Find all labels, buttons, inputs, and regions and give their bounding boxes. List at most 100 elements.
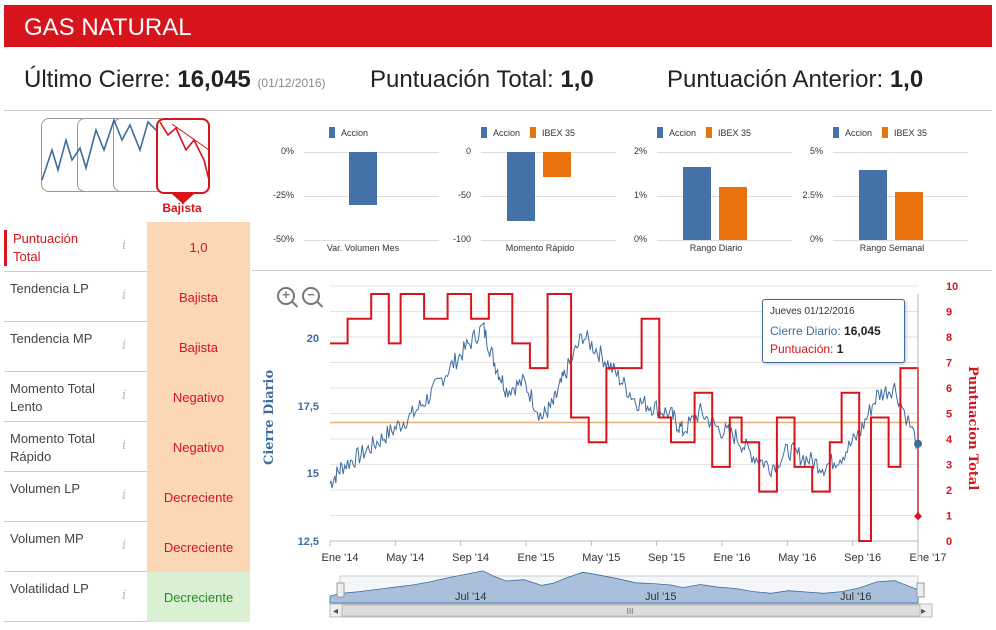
ultimo-cierre-date: (01/12/2016) [257,76,326,90]
zoom-out-icon[interactable]: − [302,287,320,305]
chart-caption: Rango Semanal [859,243,925,253]
info-icon[interactable]: i [122,288,127,303]
y2-tick-label: 0 [946,536,952,548]
zoom-in-icon[interactable]: + [277,287,295,305]
tick-label: 5% [809,146,823,156]
legend-swatch [530,127,537,138]
indicator-label: Tendencia LP [10,281,89,296]
indicator-row: Volatilidad LP i Decreciente [4,572,250,622]
puntuacion-total-label: Puntuación Total: [370,66,554,93]
tooltip-punt-value: 1 [836,342,844,356]
y-axis-title: Cierre Diario [262,369,277,465]
indicator-value: Negativo [147,372,250,422]
y2-tick-label: 8 [946,332,952,344]
legend-swatch [657,127,663,138]
gridline [833,152,968,153]
x-tick-label: May '14 [386,552,424,564]
indicator-row: Momento Total Rápido i Negativo [4,422,250,472]
indicator-value: 1,0 [147,222,250,272]
puntuacion-anterior: Puntuación Anterior: 1,0 [667,66,923,94]
legend-label: IBEX 35 [542,128,576,138]
info-icon[interactable]: i [122,388,127,403]
bar-accion[interactable] [683,167,711,240]
legend-item: Accion [657,127,697,138]
tooltip-cierre: Cierre Diario: 16,045 [770,324,881,338]
marker-puntuacion [914,512,922,521]
indicator-value: Negativo [147,422,250,472]
y-tick-label: 20 [307,333,319,345]
puntuacion-anterior-label: Puntuación Anterior: [667,66,884,93]
tick-label: 2.5% [802,190,823,200]
tooltip-puntuacion: Puntuación: 1 [770,342,843,356]
y2-tick-label: 10 [946,281,958,293]
gridline [481,240,616,241]
info-icon[interactable]: i [122,488,127,503]
tick-label: 0% [809,234,823,244]
series-puntuacion-total[interactable] [330,293,919,542]
indicator-label: Tendencia MP [10,331,93,346]
indicator-label: Momento Total Lento [10,381,96,414]
indicator-label: Volumen LP [10,481,81,496]
info-icon[interactable]: i [122,238,127,253]
legend-label: Accion [845,128,873,138]
tick-label: 0% [280,146,294,156]
x-tick-label: Sep '16 [844,552,881,564]
tick-label: -100 [452,234,471,244]
ultimo-cierre-value: 16,045 [177,66,251,93]
scroll-right-arrow[interactable]: ▸ [921,606,926,617]
chart-caption: Var. Volumen Mes [326,243,400,253]
info-icon[interactable]: i [122,538,127,553]
legend-item: IBEX 35 [882,127,928,138]
indicator-row: Tendencia LP i Bajista [4,272,250,322]
indicator-label: Puntuación Total [4,230,104,266]
tick-label: -50 [457,190,471,200]
y2-axis-title: Puntuacion Total [965,366,980,491]
x-tick-label: Sep '14 [452,552,489,564]
legend-swatch [882,127,889,138]
info-icon[interactable]: i [122,588,127,603]
indicator-label: Volumen MP [10,531,84,546]
puntuacion-total: Puntuación Total: 1,0 [370,66,594,94]
y2-tick-label: 3 [946,460,952,472]
info-icon[interactable]: i [122,438,127,453]
tooltip-date: Jueves 01/12/2016 [770,306,855,317]
legend-item: IBEX 35 [706,127,751,138]
legend-label: Accion [669,128,697,138]
tick-label: -50% [272,234,294,244]
y2-tick-label: 1 [946,511,952,523]
bar-ibex[interactable] [895,192,923,240]
legend-label: IBEX 35 [894,128,928,138]
info-icon[interactable]: i [122,338,127,353]
y2-tick-label: 9 [946,307,952,319]
series-cierre-diario[interactable] [329,321,919,489]
tick-label: 2% [633,146,647,156]
indicator-value: Decreciente [147,522,250,572]
bar-ibex[interactable] [719,187,747,240]
indicator-row: Momento Total Lento i Negativo [4,372,250,422]
y-tick-label: 17,5 [298,401,319,413]
chart-legend: Accion [329,127,378,138]
bar-accion[interactable] [859,169,887,240]
scrollbar-thumb[interactable] [341,604,921,617]
navigator-tick-label: Jul '16 [840,591,871,603]
y-tick-label: 12,5 [298,536,319,548]
legend-item: Accion [329,127,368,138]
indicator-row: Volumen LP i Decreciente [4,472,250,522]
x-tick-label: Ene '17 [910,552,947,564]
tooltip-punt-label: Puntuación: [770,342,834,356]
divider [4,110,992,111]
scrollbar-grip: III [627,607,634,616]
chart-caption: Rango Diario [689,243,743,253]
tick-label: -25% [272,190,294,200]
bar-accion[interactable] [349,152,377,205]
navigator-handle-left[interactable] [336,582,345,598]
scroll-left-arrow[interactable]: ◂ [333,606,338,617]
navigator-handle-right[interactable] [916,582,925,598]
divider [252,270,992,271]
y2-tick-label: 5 [946,409,952,421]
bar-ibex[interactable] [543,152,571,177]
indicator-value: Decreciente [147,472,250,522]
x-tick-label: May '15 [582,552,620,564]
bar-accion[interactable] [507,152,535,221]
